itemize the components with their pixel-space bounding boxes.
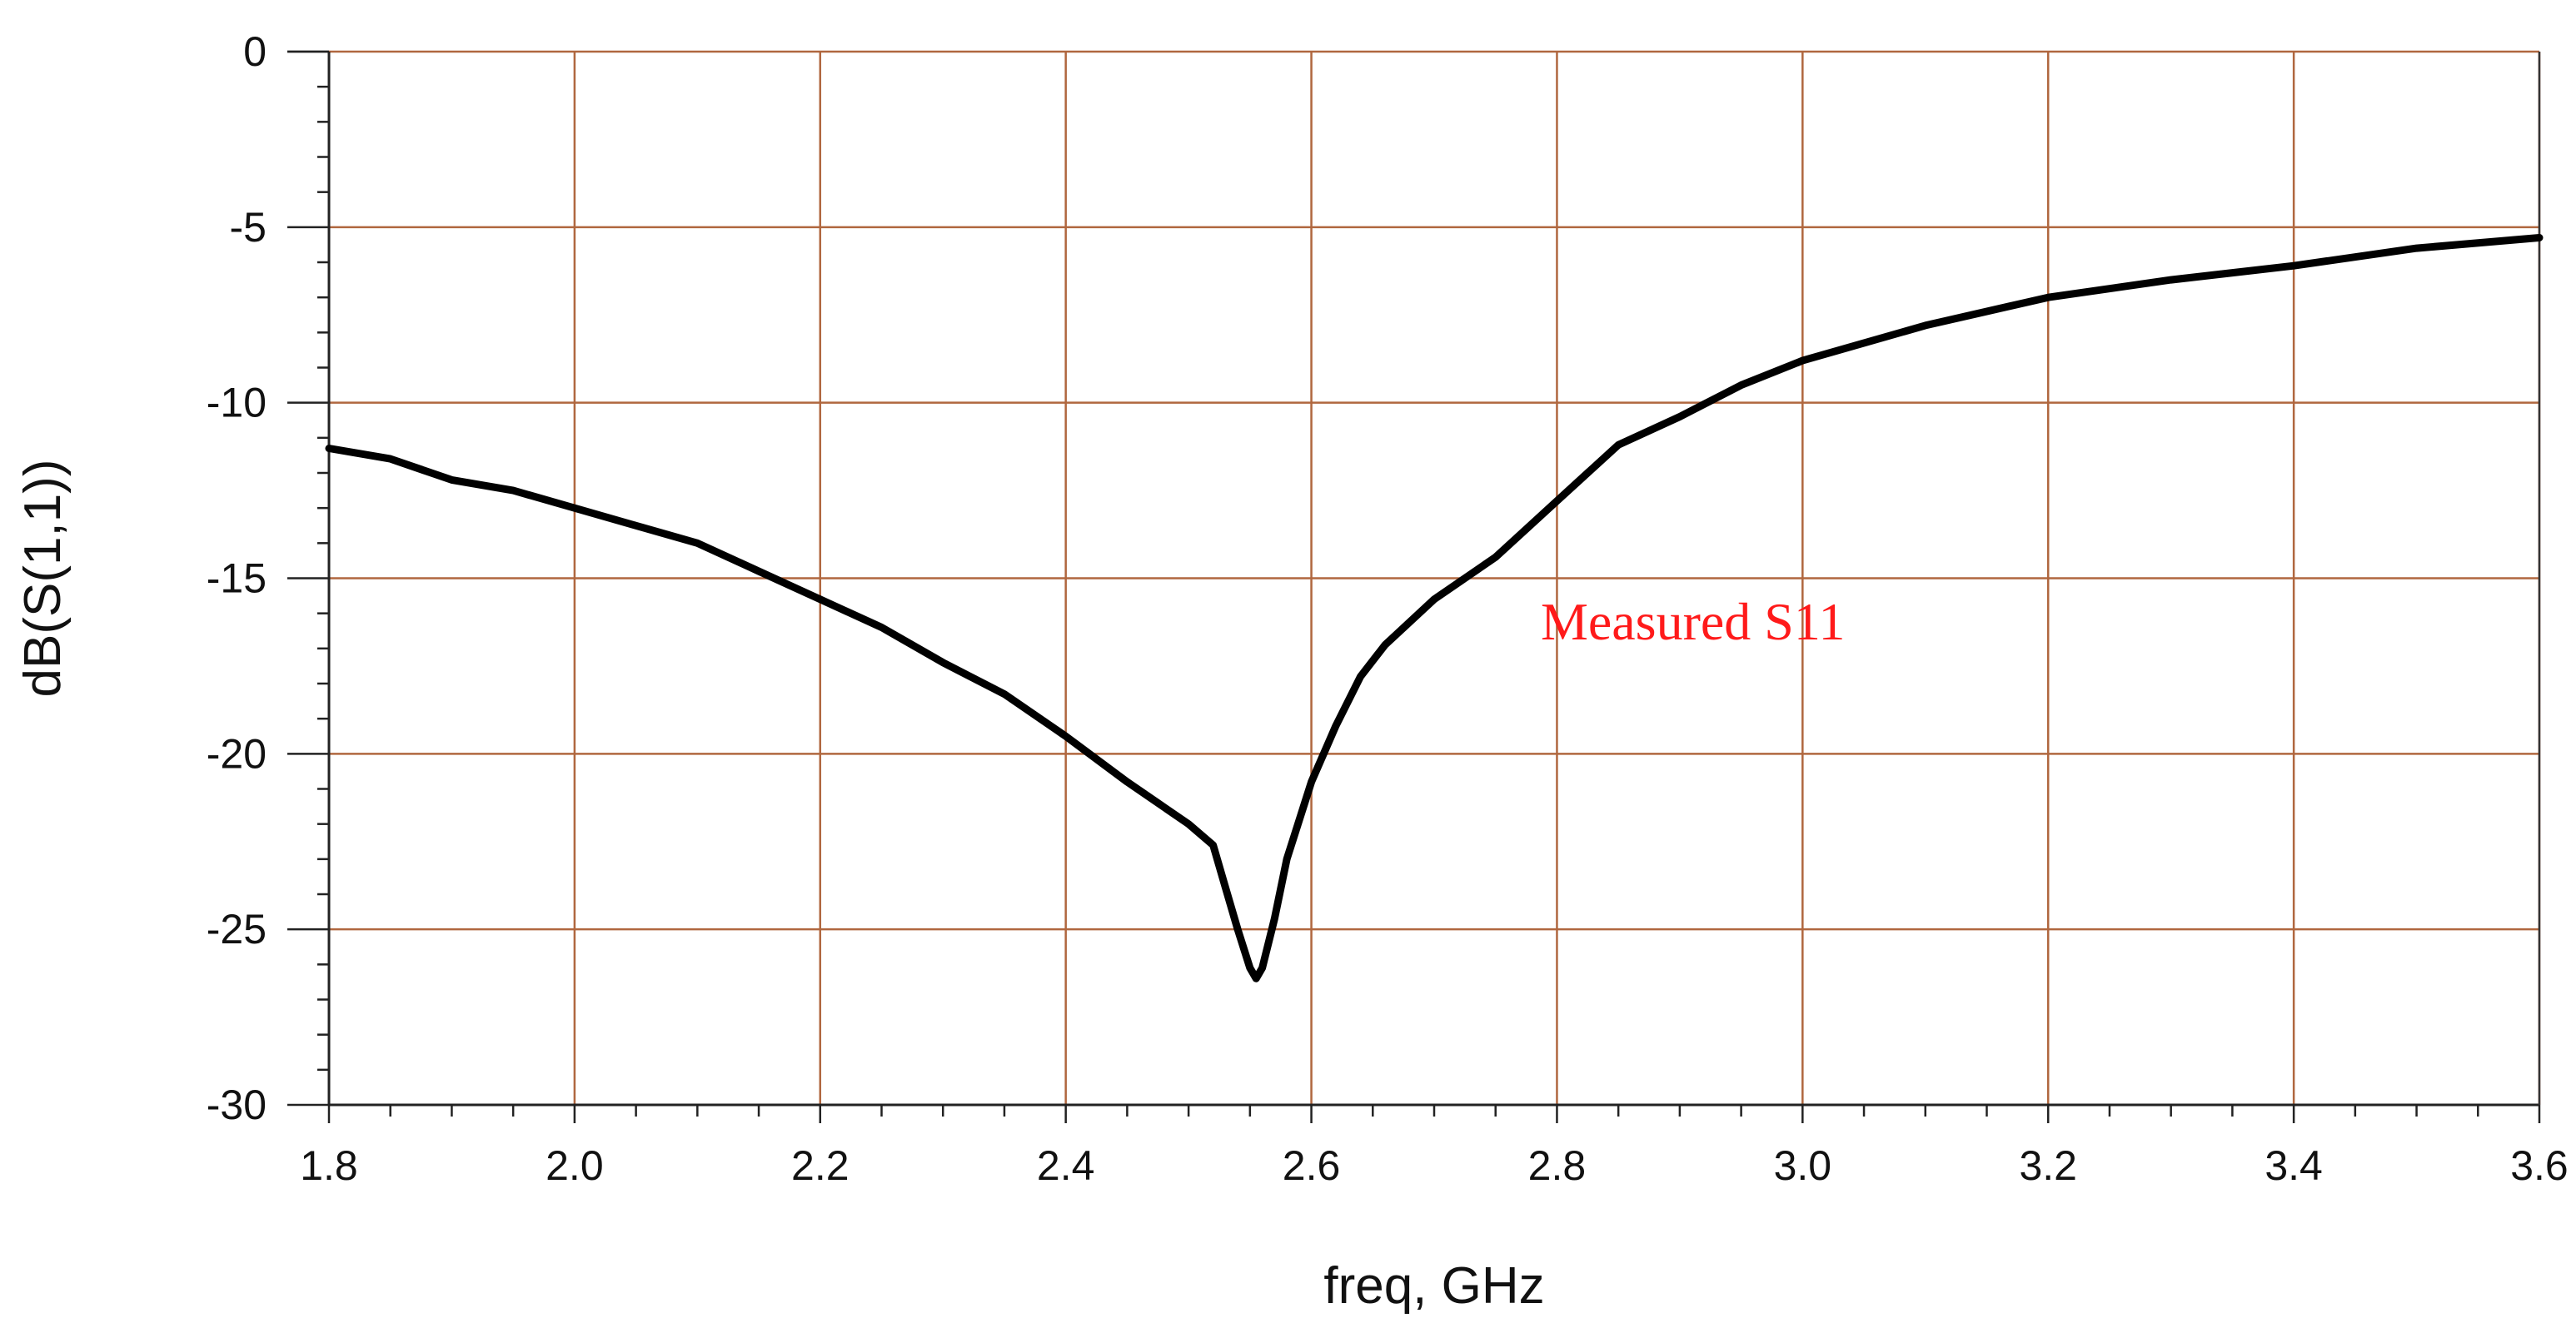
x-tick-label: 3.2 bbox=[2019, 1142, 2077, 1189]
minor-ticks bbox=[287, 50, 2541, 1123]
x-tick-label: 1.8 bbox=[300, 1142, 358, 1189]
x-tick-label: 2.0 bbox=[546, 1142, 604, 1189]
y-tick-label: -15 bbox=[207, 555, 267, 602]
x-axis-title: freq, GHz bbox=[1323, 1257, 1544, 1315]
x-tick-label: 3.0 bbox=[1774, 1142, 1832, 1189]
series-line-measured-s11 bbox=[325, 234, 2544, 982]
x-tick-label: 2.6 bbox=[1283, 1142, 1341, 1189]
measured-s11-annotation: Measured S11 bbox=[1541, 592, 1846, 651]
y-tick-label: -5 bbox=[230, 204, 267, 251]
x-tick-labels: 1.8 2.0 2.2 2.4 2.6 2.8 3.0 3.2 3.4 3.6 bbox=[300, 1142, 2569, 1189]
y-tick-label: -10 bbox=[207, 380, 267, 426]
y-tick-label: -30 bbox=[207, 1082, 267, 1128]
plot-frame bbox=[287, 50, 2541, 1107]
grid bbox=[329, 50, 2541, 1105]
x-tick-label: 2.8 bbox=[1528, 1142, 1587, 1189]
y-tick-label: 0 bbox=[243, 28, 267, 75]
x-tick-label: 2.4 bbox=[1037, 1142, 1095, 1189]
y-axis-title: dB(S(1,1)) bbox=[14, 460, 72, 698]
y-tick-label: -25 bbox=[207, 906, 267, 953]
x-tick-label: 3.4 bbox=[2265, 1142, 2323, 1189]
series-layer bbox=[325, 234, 2544, 982]
y-tick-label: -20 bbox=[207, 730, 267, 777]
x-tick-label: 2.2 bbox=[791, 1142, 850, 1189]
x-tick-label: 3.6 bbox=[2510, 1142, 2569, 1189]
y-tick-labels: 0 -5 -10 -15 -20 -25 -30 bbox=[207, 28, 267, 1128]
